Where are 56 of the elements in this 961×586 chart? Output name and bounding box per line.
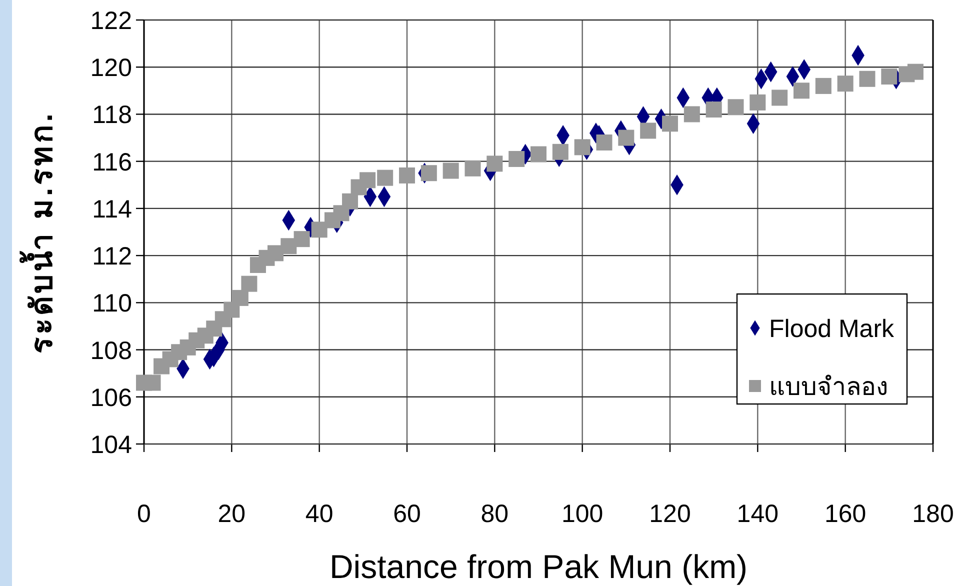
y-tick-label: 116: [92, 148, 132, 176]
point: [294, 231, 310, 248]
x-tick-label: 0: [137, 500, 151, 528]
point: [442, 162, 459, 179]
point: [360, 172, 376, 188]
x-tick-label: 160: [824, 500, 866, 528]
x-tick-label: 140: [736, 500, 779, 528]
point: [232, 290, 248, 306]
point: [241, 276, 258, 292]
point: [772, 90, 788, 106]
x-tick-label: 60: [393, 500, 421, 528]
point: [794, 82, 810, 99]
x-tick-label: 180: [912, 500, 954, 528]
point: [399, 167, 415, 184]
legend-label: Flood Mark: [769, 315, 895, 343]
y-tick-label: 110: [92, 290, 132, 318]
point: [684, 106, 700, 122]
y-tick-label: 114: [92, 195, 132, 224]
point: [815, 78, 832, 94]
y-tick-label: 118: [92, 101, 132, 130]
y-tick-label: 106: [90, 384, 132, 412]
y-tick-label: 112: [92, 242, 132, 271]
point: [618, 130, 634, 146]
point: [640, 122, 656, 139]
point: [574, 139, 590, 156]
point: [662, 116, 678, 132]
point: [881, 68, 898, 85]
x-tick-label: 40: [305, 500, 334, 528]
point: [552, 144, 568, 160]
point: [706, 102, 722, 118]
point: [486, 156, 503, 172]
point: [728, 99, 744, 116]
point: [377, 170, 394, 186]
y-tick-label: 104: [90, 431, 132, 459]
point: [596, 134, 612, 150]
point: [530, 146, 546, 162]
x-tick-label: 80: [480, 500, 509, 528]
point: [144, 374, 161, 391]
point: [907, 64, 924, 80]
y-tick-label: 108: [90, 336, 132, 365]
x-tick-label: 120: [649, 500, 691, 528]
point: [837, 76, 854, 92]
legend-label: แบบจำลอง: [769, 373, 888, 401]
point: [508, 150, 525, 167]
x-tick-label: 20: [218, 500, 246, 528]
y-axis-title: ระดับน้ำ ม.รทก.: [19, 110, 59, 354]
y-tick-label: 122: [90, 7, 132, 35]
point: [859, 70, 876, 87]
point: [420, 165, 437, 182]
x-axis-title: Distance from Pak Mun (km): [329, 548, 748, 585]
x-tick-label: 100: [561, 500, 604, 528]
y-tick-label: 120: [90, 54, 132, 82]
point: [464, 160, 481, 176]
point: [750, 94, 766, 110]
point: [342, 193, 358, 210]
point: [311, 222, 328, 238]
